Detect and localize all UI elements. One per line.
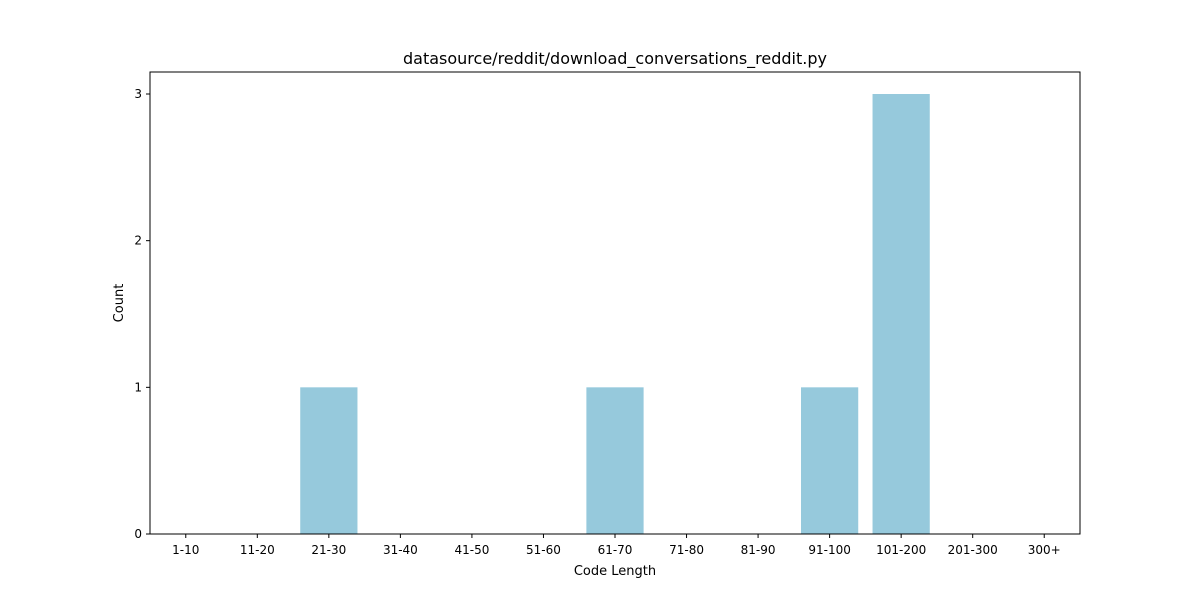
y-tick-label: 3	[134, 87, 142, 101]
x-axis-label: Code Length	[574, 564, 656, 579]
x-tick-label: 21-30	[311, 543, 346, 557]
plot-frame	[149, 71, 1081, 535]
x-tick-label: 71-80	[669, 543, 704, 557]
bar-61-70	[586, 387, 644, 534]
bar-101-200	[872, 94, 930, 534]
x-axis: 1-10 11-20 21-30 31-40 41-50 51-60 61-70 71-80 8…	[172, 534, 1061, 557]
y-axis-label: Count	[112, 284, 127, 323]
y-tick-label: 0	[134, 527, 142, 541]
x-tick-label: 31-40	[383, 543, 418, 557]
x-tick-label: 81-90	[741, 543, 776, 557]
x-tick-label: 201-300	[948, 543, 998, 557]
x-tick-label: 51-60	[526, 543, 561, 557]
x-tick-label: 11-20	[240, 543, 275, 557]
bar-21-30	[300, 387, 358, 534]
chart-title: datasource/reddit/download_conversations…	[403, 49, 827, 69]
x-tick-label: 41-50	[454, 543, 489, 557]
x-tick-label: 101-200	[876, 543, 926, 557]
x-tick-label: 1-10	[172, 543, 199, 557]
bar-91-100	[801, 387, 859, 534]
y-tick-label: 2	[134, 234, 142, 248]
x-tick-label: 300+	[1028, 543, 1061, 557]
x-tick-label: 61-70	[598, 543, 633, 557]
x-tick-label: 91-100	[808, 543, 851, 557]
y-tick-label: 1	[134, 380, 142, 394]
bars-group	[300, 94, 930, 534]
y-axis: 0 1 2 3	[134, 87, 150, 541]
